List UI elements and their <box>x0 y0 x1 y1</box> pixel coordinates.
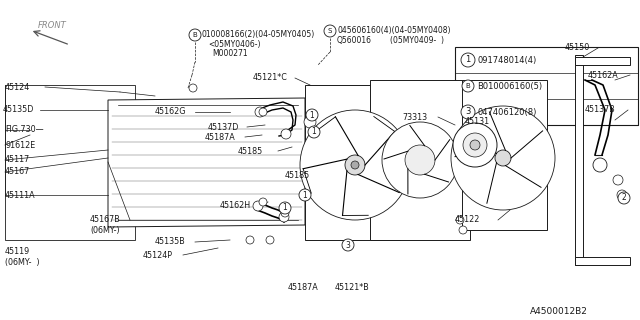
Bar <box>5 85 135 240</box>
Circle shape <box>463 133 487 157</box>
Circle shape <box>324 25 336 37</box>
Circle shape <box>266 236 274 244</box>
Text: 3: 3 <box>346 241 351 250</box>
Circle shape <box>259 108 267 116</box>
Circle shape <box>617 190 627 200</box>
Text: FIG.730—: FIG.730— <box>5 125 44 134</box>
Polygon shape <box>108 98 305 227</box>
Text: 010008166(2)(04-05MY0405): 010008166(2)(04-05MY0405) <box>202 30 316 39</box>
Circle shape <box>189 84 197 92</box>
Circle shape <box>299 189 311 201</box>
Polygon shape <box>110 155 255 165</box>
Text: 45185: 45185 <box>238 147 263 156</box>
Circle shape <box>189 29 201 41</box>
Circle shape <box>451 106 555 210</box>
Text: 45122: 45122 <box>455 215 481 225</box>
Text: A4500012B2: A4500012B2 <box>530 308 588 316</box>
Circle shape <box>470 140 480 150</box>
Circle shape <box>382 122 458 198</box>
Polygon shape <box>110 105 265 115</box>
Text: (06MY-  ): (06MY- ) <box>5 258 40 267</box>
Text: 1: 1 <box>283 204 287 212</box>
Bar <box>370 80 470 240</box>
Text: 1: 1 <box>312 127 316 137</box>
Circle shape <box>462 80 474 92</box>
Circle shape <box>456 216 464 224</box>
Bar <box>575 57 630 65</box>
Circle shape <box>461 53 475 67</box>
Circle shape <box>279 212 289 222</box>
Circle shape <box>351 161 359 169</box>
Text: 45162G: 45162G <box>155 108 186 116</box>
Circle shape <box>613 175 623 185</box>
Text: 45137B: 45137B <box>585 106 616 115</box>
Bar <box>305 85 400 240</box>
Text: B010006160(5): B010006160(5) <box>477 82 542 91</box>
Text: 91612E: 91612E <box>5 140 35 149</box>
Text: B: B <box>466 83 470 89</box>
Text: 3: 3 <box>465 108 470 116</box>
Circle shape <box>308 126 320 138</box>
Circle shape <box>306 109 318 121</box>
Text: 73313: 73313 <box>402 113 427 122</box>
Text: 45187A: 45187A <box>205 132 236 141</box>
Text: 45117: 45117 <box>5 156 30 164</box>
Text: 45185: 45185 <box>285 171 310 180</box>
Circle shape <box>246 236 254 244</box>
Circle shape <box>453 123 497 167</box>
Text: 45121*C: 45121*C <box>253 74 288 83</box>
Text: (05MY0409-  ): (05MY0409- ) <box>390 36 444 45</box>
Text: 1: 1 <box>303 190 307 199</box>
Text: 45162A: 45162A <box>588 70 619 79</box>
Circle shape <box>405 145 435 175</box>
Text: (06MY-): (06MY-) <box>90 226 120 235</box>
Circle shape <box>281 209 289 217</box>
Circle shape <box>618 192 630 204</box>
Bar <box>462 80 547 230</box>
Text: 047406120(8): 047406120(8) <box>477 108 536 116</box>
Circle shape <box>259 198 267 206</box>
Circle shape <box>593 158 607 172</box>
Circle shape <box>461 105 475 119</box>
Text: 45131: 45131 <box>465 117 490 126</box>
Text: 45119: 45119 <box>5 247 30 257</box>
Text: 45111A: 45111A <box>5 190 36 199</box>
Text: 2: 2 <box>621 194 627 203</box>
Circle shape <box>300 110 410 220</box>
Circle shape <box>304 116 316 128</box>
Text: 1: 1 <box>310 110 314 119</box>
Text: 45124: 45124 <box>5 83 30 92</box>
Text: FRONT: FRONT <box>38 20 67 29</box>
Bar <box>455 47 638 125</box>
Circle shape <box>342 239 354 251</box>
Text: 45135D: 45135D <box>3 106 35 115</box>
Text: S: S <box>328 28 332 34</box>
Text: Q560016: Q560016 <box>337 36 372 45</box>
Circle shape <box>255 107 265 117</box>
Text: 45124P: 45124P <box>143 251 173 260</box>
Text: M000271: M000271 <box>212 50 248 59</box>
Circle shape <box>279 202 291 214</box>
Text: 45167: 45167 <box>5 167 30 177</box>
Text: 091748014(4): 091748014(4) <box>477 55 536 65</box>
Circle shape <box>253 201 263 211</box>
Circle shape <box>459 226 467 234</box>
Text: 45135B: 45135B <box>155 237 186 246</box>
Text: 45167B: 45167B <box>90 215 121 225</box>
Bar <box>575 55 583 265</box>
Text: 1: 1 <box>465 55 470 65</box>
Text: 45150: 45150 <box>565 44 590 52</box>
Circle shape <box>495 150 511 166</box>
Bar <box>575 257 630 265</box>
Text: 45187A: 45187A <box>288 284 319 292</box>
Text: <05MY0406-): <05MY0406-) <box>208 41 260 50</box>
Text: 45162H: 45162H <box>220 201 251 210</box>
Text: 045606160(4)(04-05MY0408): 045606160(4)(04-05MY0408) <box>337 27 451 36</box>
Text: B: B <box>193 32 197 38</box>
Circle shape <box>345 155 365 175</box>
Text: 45137D: 45137D <box>208 123 239 132</box>
Circle shape <box>281 129 291 139</box>
Text: 45121*B: 45121*B <box>335 284 370 292</box>
